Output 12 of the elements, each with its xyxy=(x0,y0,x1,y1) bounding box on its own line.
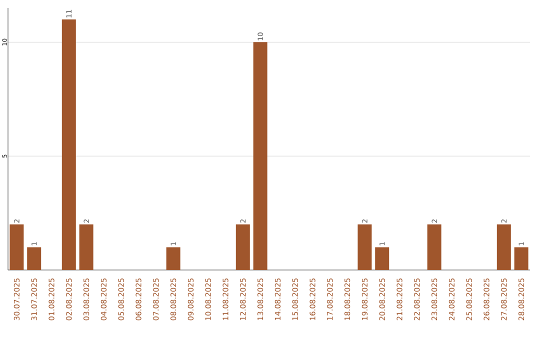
bar xyxy=(496,224,511,270)
bar xyxy=(375,247,390,270)
bar xyxy=(514,247,528,270)
bar xyxy=(236,224,250,270)
bar xyxy=(27,247,42,270)
bar xyxy=(253,42,268,270)
bar xyxy=(10,224,24,270)
bar xyxy=(427,224,442,270)
bar xyxy=(166,247,180,270)
bar xyxy=(62,19,76,270)
bar xyxy=(358,224,372,270)
bar xyxy=(79,224,94,270)
